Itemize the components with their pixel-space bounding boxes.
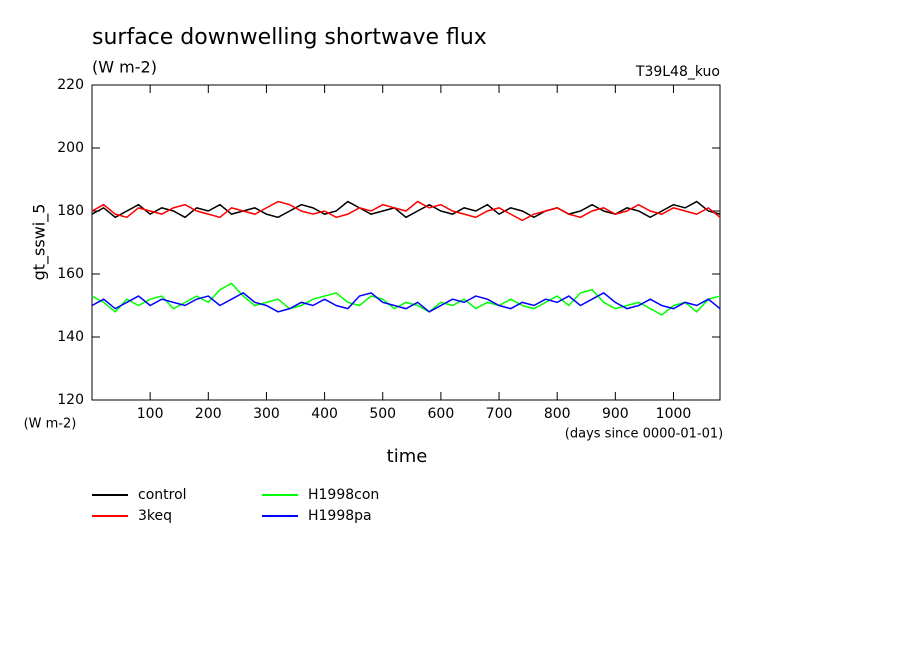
y-axis-label: gt_sswi_5	[30, 204, 50, 281]
chart-title: surface downwelling shortwave flux	[92, 25, 487, 50]
x-tick-label: 900	[602, 406, 629, 422]
y-tick-label: 180	[57, 203, 84, 219]
y-unit: (W m-2)	[24, 417, 77, 432]
x-tick-label: 200	[195, 406, 222, 422]
x-tick-label: 500	[369, 406, 396, 422]
y-tick-label: 160	[57, 266, 84, 282]
x-tick-label: 700	[486, 406, 513, 422]
annotation: T39L48_kuo	[635, 64, 720, 80]
x-tick-label: 100	[137, 406, 164, 422]
legend-label: H1998con	[308, 487, 379, 503]
x-tick-label: 300	[253, 406, 280, 422]
series-line	[91, 200, 721, 219]
x-tick-label: 800	[544, 406, 571, 422]
x-tick-label: 1000	[656, 406, 692, 422]
x-tick-label: 400	[311, 406, 338, 422]
legend-label: H1998pa	[308, 508, 372, 524]
x-axis-label: time	[387, 446, 428, 467]
y-tick-label: 220	[57, 77, 84, 93]
y-tick-label: 140	[57, 329, 84, 345]
legend-label: 3keq	[138, 508, 172, 524]
series-line	[91, 292, 721, 313]
plot-frame	[91, 84, 721, 401]
x-unit: (days since 0000-01-01)	[565, 427, 723, 442]
legend-label: control	[138, 487, 187, 503]
y-tick-label: 120	[57, 392, 84, 408]
series-line	[91, 200, 721, 222]
y-tick-label: 200	[57, 140, 84, 156]
series-line	[91, 282, 721, 316]
x-tick-label: 600	[428, 406, 455, 422]
chart-subtitle: (W m-2)	[92, 58, 157, 77]
